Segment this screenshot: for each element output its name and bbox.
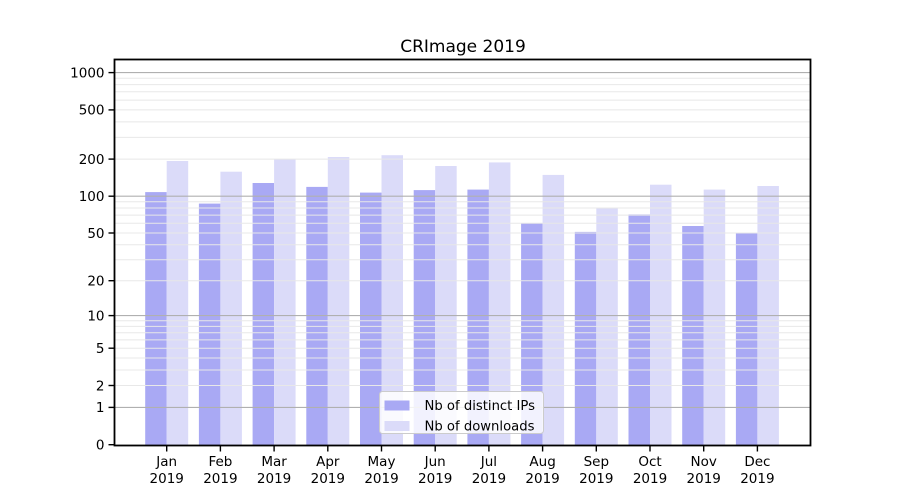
bar-nb-of-distinct-ips-dec (735, 233, 758, 446)
bar-nb-of-downloads-aug (542, 174, 565, 446)
y-tick-label: 200 (79, 152, 105, 168)
bar-nb-of-distinct-ips-apr (306, 186, 328, 446)
bars-layer (145, 155, 779, 446)
bar-nb-of-distinct-ips-mar (252, 183, 275, 446)
x-tick-label-month: Jul (480, 454, 497, 470)
legend-swatch-nb-of-distinct-ips (384, 400, 410, 411)
y-tick-label: 1000 (70, 65, 104, 81)
y-tick-label: 5 (96, 341, 105, 357)
legend-label-nb-of-downloads: Nb of downloads (425, 420, 535, 435)
x-tick-label-month: Oct (638, 454, 661, 470)
plot-border (113, 58, 812, 447)
x-tick-label-month: Dec (744, 454, 770, 470)
y-tick-label: 10 (87, 308, 104, 324)
x-tick-label-year: 2019 (740, 471, 774, 487)
legend-box (379, 391, 544, 434)
legend: Nb of distinct IPs Nb of downloads (379, 391, 544, 435)
y-tick-label: 2 (96, 378, 105, 394)
bar-nb-of-downloads-may (381, 155, 403, 446)
x-tick-label-year: 2019 (257, 471, 291, 487)
plot-frame (113, 58, 812, 447)
bar-nb-of-distinct-ips-jan (145, 192, 167, 446)
x-tick-label-month: Feb (208, 454, 232, 470)
bar-nb-of-distinct-ips-jun (413, 190, 436, 446)
y-tick-label: 100 (79, 189, 105, 205)
y-tick-label: 50 (87, 226, 104, 242)
bar-nb-of-distinct-ips-aug (521, 223, 543, 446)
x-tick-label-month: Jun (424, 454, 446, 470)
x-tick-label-month: May (368, 454, 396, 470)
bar-nb-of-downloads-nov (703, 189, 726, 446)
x-tick-label-month: Apr (316, 454, 340, 470)
x-tick-label-year: 2019 (633, 471, 667, 487)
x-tick-label-year: 2019 (418, 471, 452, 487)
x-tick-label-year: 2019 (472, 471, 506, 487)
bar-nb-of-distinct-ips-jul (467, 189, 489, 446)
y-tick-label: 20 (87, 274, 104, 290)
x-tick-label-year: 2019 (150, 471, 184, 487)
legend-swatch-nb-of-downloads (384, 421, 410, 431)
x-tick-label-month: Aug (529, 454, 555, 470)
y-tick-label: 0 (96, 438, 105, 454)
bar-nb-of-downloads-feb (220, 171, 242, 446)
x-tick-label-year: 2019 (579, 471, 613, 487)
y-tick-label: 1 (96, 400, 105, 416)
x-tick-label-month: Jan (155, 454, 177, 470)
bar-nb-of-downloads-jun (435, 166, 457, 446)
bar-nb-of-downloads-jan (166, 161, 189, 446)
x-tick-label-year: 2019 (525, 471, 559, 487)
bar-nb-of-distinct-ips-nov (682, 226, 704, 446)
axis-layer: 01251020501002005001000Jan2019Feb2019Mar… (70, 65, 774, 487)
y-tick-label: 500 (79, 103, 105, 119)
x-tick-label-month: Mar (261, 454, 287, 470)
x-tick-label-year: 2019 (203, 471, 237, 487)
x-tick-label-year: 2019 (311, 471, 345, 487)
bar-nb-of-distinct-ips-feb (198, 203, 221, 446)
x-tick-label-year: 2019 (687, 471, 721, 487)
bar-nb-of-downloads-mar (274, 159, 296, 446)
x-tick-label-year: 2019 (364, 471, 398, 487)
grid-layer (114, 72, 811, 408)
bar-nb-of-downloads-apr (327, 157, 350, 446)
bar-nb-of-distinct-ips-may (360, 192, 382, 446)
x-tick-label-month: Sep (584, 454, 609, 470)
bar-nb-of-distinct-ips-sep (574, 231, 597, 446)
legend-label-nb-of-distinct-ips: Nb of distinct IPs (425, 399, 536, 414)
chart-title: CRImage 2019 (400, 37, 526, 57)
bar-nb-of-distinct-ips-oct (628, 214, 650, 446)
x-tick-label-month: Nov (691, 454, 717, 470)
